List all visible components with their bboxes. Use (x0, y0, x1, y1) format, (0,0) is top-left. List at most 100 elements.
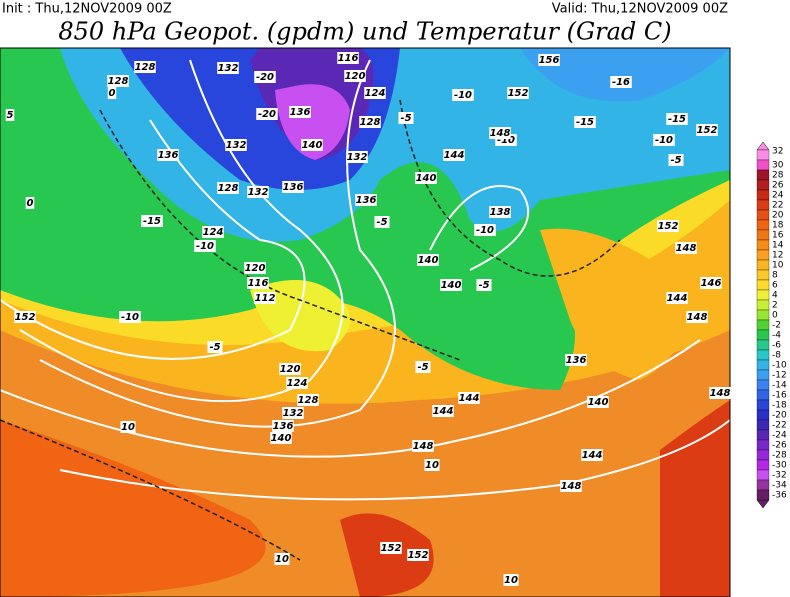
contour-label: 152 (381, 543, 402, 554)
label-box (134, 61, 156, 73)
colorbar-box (756, 319, 770, 331)
label-box (700, 277, 722, 289)
contour-label: -5 (478, 280, 489, 291)
contour-label: 136 (158, 150, 179, 161)
label-box (417, 254, 439, 266)
colorbar-box (756, 229, 770, 241)
colorbar-label: 0 (772, 311, 778, 321)
colorbar-label: 20 (772, 211, 784, 221)
contour-label: -20 (256, 72, 274, 83)
colorbar-label: -20 (772, 411, 787, 421)
colorbar-box (756, 489, 770, 501)
label-box (560, 480, 582, 492)
contour-label: 148 (561, 481, 582, 492)
colorbar-label: -18 (772, 401, 787, 411)
colorbar-box (756, 449, 770, 461)
colorbar-box (756, 459, 770, 471)
colorbar-label: 32 (772, 147, 783, 157)
colorbar-label: -36 (772, 491, 787, 501)
contour-label: 144 (433, 406, 454, 417)
contour-label: 136 (290, 107, 311, 118)
colorbar-label: -34 (772, 481, 787, 491)
colorbar-box (756, 369, 770, 381)
colorbar-box (756, 469, 770, 481)
colorbar-label: 28 (772, 171, 784, 181)
colorbar-box (756, 329, 770, 341)
init-time: Init : Thu,12NOV2009 00Z (2, 2, 172, 17)
label-box (194, 240, 216, 252)
contour-label: 128 (360, 117, 381, 128)
label-box (244, 262, 266, 274)
label-box (407, 549, 429, 561)
colorbar-label: -10 (772, 361, 787, 371)
label-box (489, 127, 511, 139)
contour-label: -10 (497, 135, 515, 146)
label-box (657, 220, 679, 232)
label-box (364, 87, 386, 99)
label-box (254, 71, 276, 83)
contour-label: -5 (376, 217, 387, 228)
colorbar-label: -12 (772, 371, 787, 381)
valid-time: Valid: Thu,12NOV2009 00Z (552, 2, 728, 17)
contour-label: 140 (441, 280, 462, 291)
colorbar-box (756, 379, 770, 391)
contour-label: -5 (209, 342, 220, 353)
label-box (289, 106, 311, 118)
colorbar-box (756, 439, 770, 451)
colorbar-box (756, 159, 770, 171)
colorbar-label: 26 (772, 181, 784, 191)
colorbar-label: 24 (772, 191, 784, 201)
label-box (666, 113, 688, 125)
contour-label: 112 (255, 293, 276, 304)
colorbar-label: 16 (772, 231, 784, 241)
label-box (14, 311, 36, 323)
contour-label: 144 (667, 293, 688, 304)
label-box (282, 407, 304, 419)
label-box (217, 62, 239, 74)
label-box (675, 242, 697, 254)
colorbar-box (756, 309, 770, 321)
colorbar-box (756, 249, 770, 261)
contour-label: 10 (425, 460, 439, 471)
label-box (610, 76, 632, 88)
contour-label: 138 (490, 207, 511, 218)
label-box (452, 89, 474, 101)
label-box (344, 70, 366, 82)
contour-label: 120 (245, 263, 266, 274)
label-box (274, 553, 290, 565)
contour-label: 128 (298, 395, 319, 406)
label-box (107, 75, 129, 87)
contour-label: 128 (108, 76, 129, 87)
colorbar-label: -6 (772, 341, 781, 351)
contour-label: -15 (576, 117, 594, 128)
colorbar-box (756, 389, 770, 401)
label-box (443, 149, 465, 161)
contour-label: 148 (687, 312, 708, 323)
label-box (653, 134, 675, 146)
label-box (346, 151, 368, 163)
colorbar-box (756, 339, 770, 351)
colorbar-box (756, 269, 770, 281)
label-box (415, 361, 431, 373)
label-box (247, 186, 269, 198)
contour-label: 148 (676, 243, 697, 254)
contour-label: 120 (345, 71, 366, 82)
contour-label: 144 (459, 393, 480, 404)
label-box (440, 279, 462, 291)
contour-label: 144 (444, 150, 465, 161)
contour-label: 0 (109, 88, 116, 99)
colorbar-box (756, 149, 770, 161)
contour-label: 136 (566, 355, 587, 366)
contour-label: 152 (15, 312, 36, 323)
colorbar-box (756, 239, 770, 251)
label-box (412, 440, 434, 452)
contour-label: -15 (143, 216, 161, 227)
colorbar-label: 6 (772, 281, 778, 291)
contour-label: 10 (275, 554, 289, 565)
colorbar-label: -2 (772, 321, 781, 331)
label-box (225, 139, 247, 151)
colorbar-label: -30 (772, 461, 787, 471)
label-box (686, 311, 708, 323)
colorbar-label: -26 (772, 441, 787, 451)
